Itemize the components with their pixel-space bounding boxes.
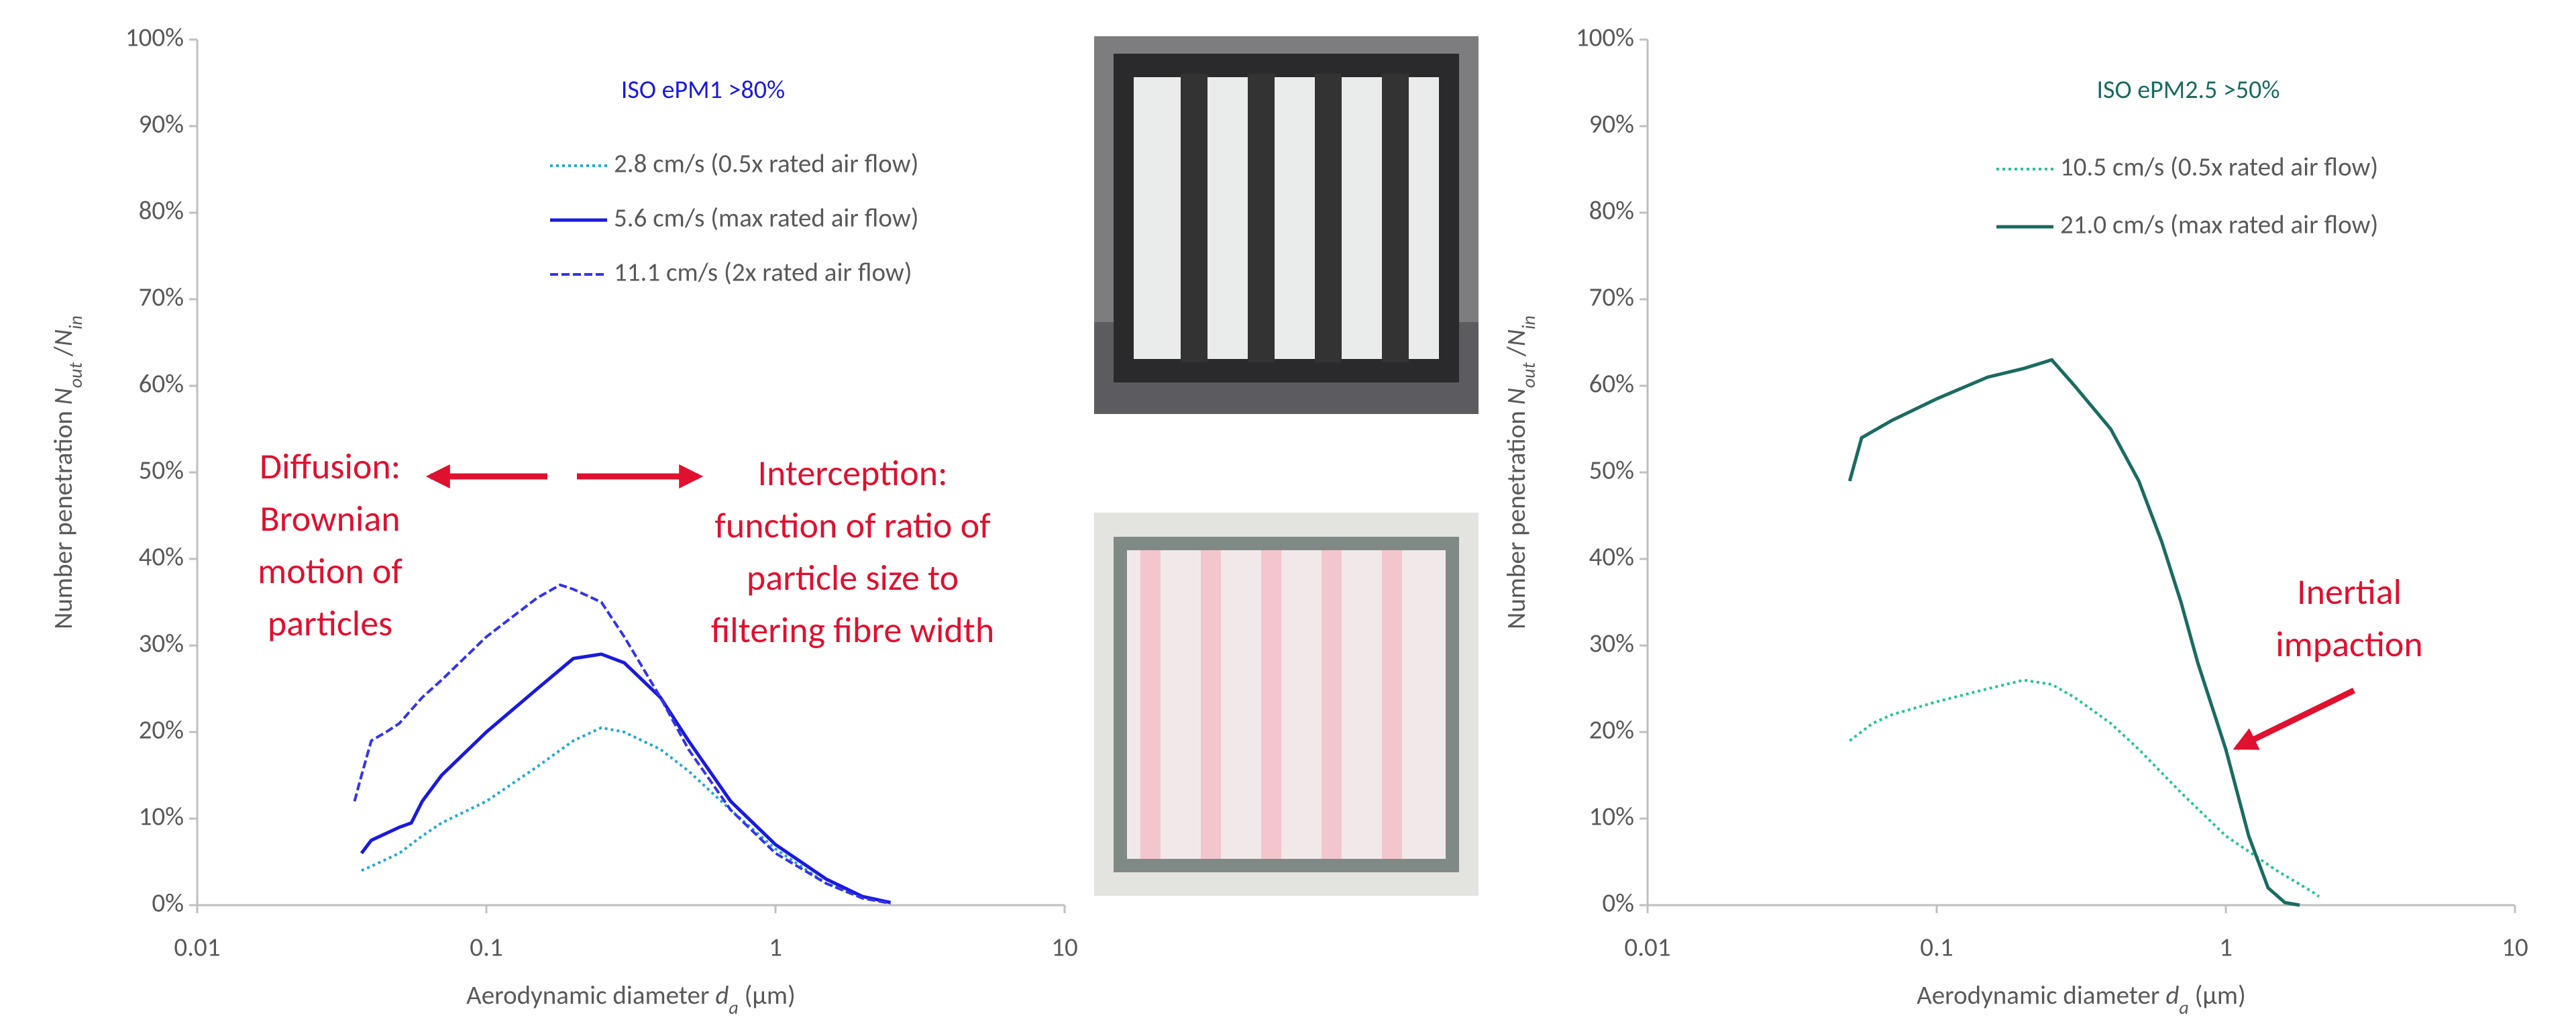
label-part: (µm)	[2189, 980, 2246, 1011]
label-part: in	[1517, 315, 1540, 329]
legend-label: 2.8 cm/s (0.5x rated air flow)	[614, 148, 918, 179]
y-tick-label: 50%	[139, 454, 184, 486]
label-part: out	[64, 362, 87, 388]
photo-bottom	[1094, 513, 1479, 896]
y-tick-label: 30%	[1589, 627, 1634, 659]
label-part: a	[2179, 996, 2188, 1019]
x-tick-label: 0.01	[174, 931, 220, 963]
y-tick-label: 0%	[152, 887, 184, 919]
series-line	[1849, 678, 2320, 898]
annotation: filtering fibre width	[711, 608, 995, 652]
label-part: Aerodynamic diameter	[1917, 980, 2165, 1011]
legend-label: 5.6 cm/s (max rated air flow)	[614, 202, 919, 234]
annotation: Diffusion:	[260, 444, 400, 488]
x-tick-label: 1	[769, 931, 782, 963]
annotation: motion of	[258, 549, 402, 593]
annotation: Brownian	[260, 497, 400, 541]
label-part: Aerodynamic diameter	[466, 980, 715, 1011]
x-tick-label: 1	[2219, 931, 2233, 963]
y-tick-label: 90%	[1589, 108, 1634, 140]
label-part: out	[1517, 362, 1540, 388]
x-tick-label: 0.1	[470, 931, 502, 963]
legend-label: 10.5 cm/s (0.5x rated air flow)	[2060, 151, 2378, 183]
series-line	[1847, 358, 2300, 907]
y-tick-label: 0%	[1602, 887, 1634, 919]
annotation: particle size to	[747, 556, 959, 600]
y-tick-label: 30%	[139, 627, 184, 659]
x-axis-label: Aerodynamic diameter da (µm)	[466, 980, 796, 1019]
label-part: N	[48, 388, 79, 405]
annotation: Inertial	[2297, 570, 2402, 614]
y-tick-label: 80%	[139, 195, 184, 226]
label-part: N	[1501, 388, 1532, 405]
series-line	[361, 726, 891, 904]
y-tick-label: 100%	[1576, 21, 1634, 53]
legend-title: ISO ePM2.5 >50%	[2096, 74, 2279, 105]
photo-top	[1094, 36, 1479, 414]
label-part: Number penetration	[1501, 405, 1532, 629]
series-line	[353, 583, 891, 905]
annotation-arrow	[2233, 687, 2355, 751]
legend-title: ISO ePM1 >80%	[621, 74, 785, 105]
y-tick-label: 40%	[139, 541, 184, 572]
label-part: (µm)	[739, 980, 796, 1011]
label-part: d	[715, 980, 729, 1011]
y-tick-label: 70%	[139, 281, 184, 313]
y-tick-label: 50%	[1589, 454, 1634, 486]
y-tick-label: 80%	[1589, 195, 1634, 226]
y-tick-label: 10%	[1589, 800, 1634, 832]
y-axis-label: Number penetration Nout /Nin	[48, 315, 87, 629]
annotation: Interception:	[757, 451, 947, 495]
label-part: /	[48, 346, 79, 362]
y-tick-label: 100%	[125, 21, 184, 53]
label-part: N	[48, 329, 79, 346]
label-part: in	[64, 315, 87, 329]
legend-label: 11.1 cm/s (2x rated air flow)	[614, 256, 912, 288]
x-tick-label: 0.1	[1920, 931, 1953, 963]
y-tick-label: 20%	[1589, 714, 1634, 745]
annotation: particles	[268, 601, 392, 645]
annotation: function of ratio of	[714, 503, 991, 548]
y-axis-label: Number penetration Nout /Nin	[1501, 315, 1540, 629]
label-part: a	[729, 996, 738, 1019]
label-part: N	[1501, 329, 1532, 346]
label-part: d	[2165, 980, 2179, 1011]
y-tick-label: 40%	[1589, 541, 1634, 572]
x-tick-label: 10	[2502, 931, 2528, 963]
y-tick-label: 70%	[1589, 281, 1634, 313]
x-tick-label: 0.01	[1624, 931, 1670, 963]
y-tick-label: 60%	[139, 368, 184, 399]
y-tick-label: 60%	[1589, 368, 1634, 399]
x-tick-label: 10	[1051, 931, 1078, 963]
legend-label: 21.0 cm/s (max rated air flow)	[2060, 209, 2378, 240]
y-tick-label: 90%	[139, 108, 184, 140]
label-part: Number penetration	[48, 405, 79, 629]
y-tick-label: 20%	[139, 714, 184, 745]
series-line	[360, 652, 892, 904]
x-axis-label: Aerodynamic diameter da (µm)	[1917, 980, 2246, 1019]
label-part: /	[1501, 346, 1532, 362]
y-tick-label: 10%	[139, 800, 184, 832]
annotation: impaction	[2275, 622, 2423, 666]
